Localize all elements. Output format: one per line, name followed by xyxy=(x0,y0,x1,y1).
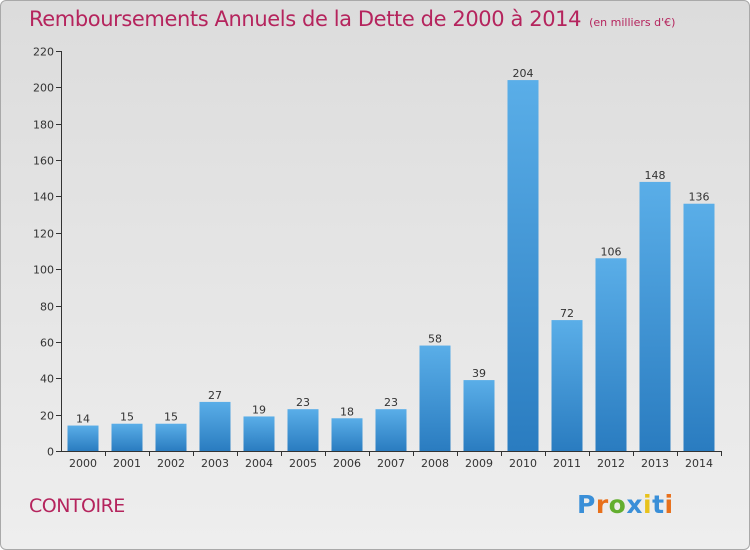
bar-2000 xyxy=(67,425,99,451)
x-tick-label: 2012 xyxy=(597,457,625,470)
bar-2003 xyxy=(199,401,231,451)
value-label: 58 xyxy=(428,333,442,346)
x-tick-label: 2000 xyxy=(69,457,97,470)
logo-letter: i xyxy=(643,490,653,519)
x-tick-label: 2013 xyxy=(641,457,669,470)
y-tick-label: 80 xyxy=(40,301,54,314)
bar-2001 xyxy=(111,423,143,451)
value-label: 106 xyxy=(601,245,622,258)
y-tick-label: 100 xyxy=(33,264,54,277)
y-tick-label: 200 xyxy=(33,82,54,95)
y-tick-label: 220 xyxy=(33,46,54,59)
logo-letter: i xyxy=(664,490,674,519)
logo-letter: o xyxy=(608,490,627,519)
bar-2005 xyxy=(287,409,319,451)
proxiti-logo: Proxiti xyxy=(577,490,674,519)
x-tick-label: 2007 xyxy=(377,457,405,470)
y-tick-label: 20 xyxy=(40,410,54,423)
x-tick-label: 2011 xyxy=(553,457,581,470)
y-tick-label: 0 xyxy=(47,446,54,459)
x-tick-label: 2003 xyxy=(201,457,229,470)
x-tick-label: 2008 xyxy=(421,457,449,470)
bar-2011 xyxy=(551,320,583,451)
value-label: 15 xyxy=(164,411,178,424)
chart-unit: (en milliers d'€) xyxy=(589,16,676,29)
x-tick-label: 2004 xyxy=(245,457,273,470)
value-label: 72 xyxy=(560,307,574,320)
value-label: 148 xyxy=(645,169,666,182)
x-tick-label: 2014 xyxy=(685,457,713,470)
x-tick-label: 2006 xyxy=(333,457,361,470)
x-tick-label: 2010 xyxy=(509,457,537,470)
logo-letter: x xyxy=(626,490,643,519)
bar-2010 xyxy=(507,80,539,451)
logo-letter: t xyxy=(652,490,665,519)
value-label: 204 xyxy=(513,67,534,80)
y-tick-label: 160 xyxy=(33,155,54,168)
axes-group xyxy=(56,51,722,456)
bar-2012 xyxy=(595,258,627,451)
value-label: 136 xyxy=(689,191,710,204)
bar-2009 xyxy=(463,380,495,451)
y-tick-label: 180 xyxy=(33,119,54,132)
logo-letter: P xyxy=(577,490,596,519)
y-tick-label: 40 xyxy=(40,373,54,386)
x-tick-label: 2002 xyxy=(157,457,185,470)
bar-2014 xyxy=(683,203,715,451)
logo-letter: r xyxy=(595,490,609,519)
value-label: 27 xyxy=(208,389,222,402)
bar-2006 xyxy=(331,418,363,451)
y-tick-label: 140 xyxy=(33,191,54,204)
value-label: 19 xyxy=(252,403,266,416)
value-label: 14 xyxy=(76,413,90,426)
chart-title-text: Remboursements Annuels de la Dette de 20… xyxy=(29,7,582,31)
x-tick-label: 2001 xyxy=(113,457,141,470)
chart-title: Remboursements Annuels de la Dette de 20… xyxy=(29,7,675,31)
commune-name: CONTOIRE xyxy=(29,495,125,517)
y-tick-label: 60 xyxy=(40,337,54,350)
value-label: 39 xyxy=(472,367,486,380)
value-label: 18 xyxy=(340,405,354,418)
bar-2007 xyxy=(375,409,407,451)
bars-group xyxy=(67,80,715,451)
bar-2008 xyxy=(419,345,451,451)
x-tick-label: 2005 xyxy=(289,457,317,470)
value-label: 23 xyxy=(384,396,398,409)
y-tick-label: 120 xyxy=(33,228,54,241)
bar-2002 xyxy=(155,423,187,451)
labels-group: 0 20 40 60 80 100 120 140 160 180 200 220 2000 14 2001… xyxy=(33,46,713,471)
bar-2004 xyxy=(243,416,275,451)
value-label: 15 xyxy=(120,411,134,424)
value-label: 23 xyxy=(296,396,310,409)
bar-2013 xyxy=(639,181,671,451)
x-tick-label: 2009 xyxy=(465,457,493,470)
